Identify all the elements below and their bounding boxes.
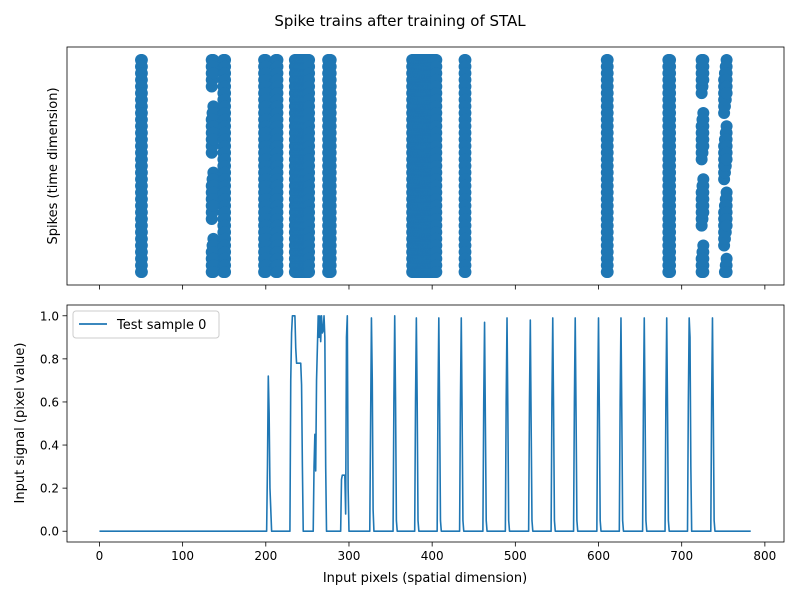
spike-dot <box>324 266 337 278</box>
spike-dot <box>720 266 733 278</box>
spike-dot <box>720 219 733 232</box>
spike-marks <box>135 54 733 278</box>
spike-dot <box>430 266 443 278</box>
legend-box <box>72 310 220 339</box>
spike-raster-panel: Spikes (time dimension) <box>46 46 785 290</box>
bottom-x-tick-label: 700 <box>670 549 693 563</box>
bottom-x-tick-label: 0 <box>96 549 104 563</box>
signal-line-group <box>99 314 751 533</box>
bottom-y-tick-label: 0.0 <box>40 525 59 539</box>
spike-dot <box>207 266 220 278</box>
legend-label: Test sample 0 <box>116 318 206 333</box>
bottom-y-axis-label: Input signal (pixel value) <box>13 343 28 504</box>
spike-dot <box>664 266 677 278</box>
spike-dot <box>303 266 316 278</box>
signal-line <box>99 314 751 533</box>
bottom-x-axis-label: Input pixels (spatial dimension) <box>323 571 527 586</box>
spike-dot <box>271 266 284 278</box>
spike-dot <box>720 153 733 166</box>
top-y-axis-label: Spikes (time dimension) <box>46 87 61 244</box>
input-signal-panel: 0.0 0.2 0.4 0.6 0.8 1.0 0 100 200 300 400 500 600 70… <box>13 304 785 586</box>
spike-dot <box>697 140 710 153</box>
spike-dot <box>207 199 220 212</box>
spike-dot <box>259 266 272 278</box>
spike-dot <box>720 87 733 100</box>
bottom-x-tick-label: 100 <box>171 549 194 563</box>
bottom-y-tick-label: 0.6 <box>40 395 59 409</box>
top-x-ticks <box>99 285 766 290</box>
spike-dot <box>601 266 614 278</box>
bottom-x-ticks: 0 100 200 300 400 500 600 700 800 <box>96 542 776 563</box>
bottom-x-tick-label: 300 <box>338 549 361 563</box>
bottom-y-tick-label: 0.2 <box>40 482 59 496</box>
spike-dot <box>207 133 220 146</box>
bottom-y-ticks: 0.0 0.2 0.4 0.6 0.8 1.0 <box>40 309 67 539</box>
spike-dot <box>697 73 710 86</box>
bottom-y-tick-label: 0.4 <box>40 439 59 453</box>
bottom-x-tick-label: 200 <box>254 549 277 563</box>
spike-dot <box>207 67 220 80</box>
spike-dot <box>135 266 148 278</box>
top-axes-frame <box>66 46 785 286</box>
spike-dot <box>697 206 710 219</box>
bottom-x-tick-label: 500 <box>504 549 527 563</box>
bottom-x-tick-label: 400 <box>421 549 444 563</box>
bottom-x-tick-label: 600 <box>587 549 610 563</box>
bottom-y-tick-label: 1.0 <box>40 309 59 323</box>
spike-dot <box>459 266 472 278</box>
spike-dot <box>219 266 232 278</box>
bottom-y-tick-label: 0.8 <box>40 352 59 366</box>
legend: Test sample 0 <box>72 310 220 339</box>
spike-dot <box>697 266 710 278</box>
bottom-x-tick-label: 800 <box>753 549 776 563</box>
bottom-axes-frame <box>66 304 785 543</box>
figure-title: Spike trains after training of STAL <box>274 12 526 30</box>
